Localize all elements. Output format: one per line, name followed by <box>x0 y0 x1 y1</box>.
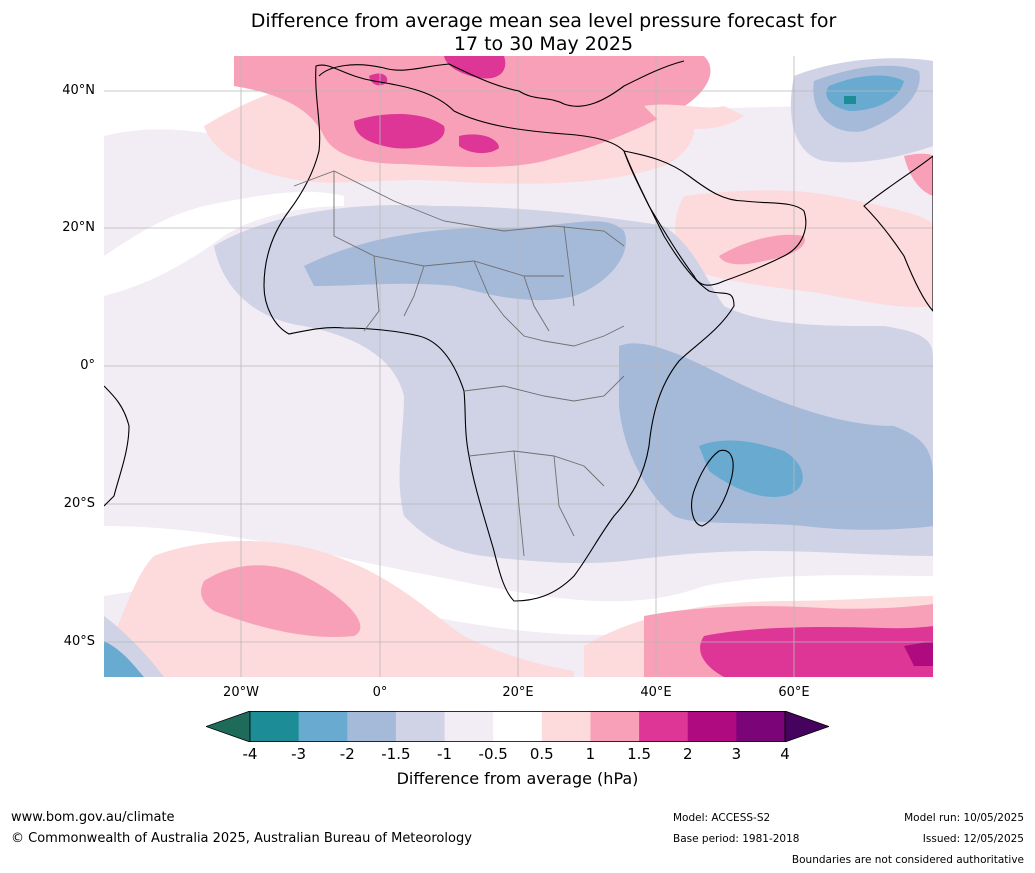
colorbar-segment <box>347 711 397 742</box>
title-line-1: Difference from average mean sea level p… <box>250 10 837 32</box>
chart-title: Difference from average mean sea level p… <box>0 10 1035 56</box>
footer-issued: Issued: 12/05/2025 <box>922 833 1024 845</box>
colorbar-segment <box>298 711 348 742</box>
footer-copyright: © Commonwealth of Australia 2025, Austra… <box>11 831 472 846</box>
colorbar-tick-label: 0.5 <box>529 745 554 763</box>
colorbar-tick-label: -1.5 <box>381 745 411 763</box>
lon-label-0: 0° <box>372 685 388 700</box>
africa-coastline <box>263 64 735 602</box>
colorbar-segment <box>250 711 300 742</box>
title-line-2: 17 to 30 May 2025 <box>453 33 634 55</box>
footer-base-period: Base period: 1981-2018 <box>673 833 800 845</box>
footer-model: Model: ACCESS-S2 <box>673 812 771 824</box>
footer-disclaimer: Boundaries are not considered authoritat… <box>791 854 1024 866</box>
colorbar-tick-label: -1 <box>437 745 453 763</box>
footer-model-run: Model run: 10/05/2025 <box>904 812 1024 824</box>
colorbar-segment <box>493 711 543 742</box>
india-coastline <box>863 155 933 312</box>
colorbar-extend-low <box>206 711 251 742</box>
lat-label-40n: 40°N <box>62 83 95 98</box>
lat-label-40s: 40°S <box>63 634 95 649</box>
lat-label-20n: 20°N <box>62 220 95 235</box>
colorbar-segment <box>395 711 446 742</box>
colorbar-extend-high <box>784 711 829 742</box>
colorbar-tick-label: 2 <box>682 745 693 763</box>
coastlines <box>104 60 933 602</box>
footer-url: www.bom.gov.au/climate <box>11 810 175 825</box>
colorbar-frame <box>249 711 786 742</box>
graticule <box>104 56 933 677</box>
colorbar-tick-label: -0.5 <box>478 745 508 763</box>
lon-label-20e: 20°E <box>502 685 534 700</box>
europe-coastline <box>318 60 685 107</box>
lon-label-40e: 40°E <box>640 685 672 700</box>
colorbar-segment <box>687 711 737 742</box>
country-borders <box>293 170 625 557</box>
colorbar-tick-label: -3 <box>291 745 307 763</box>
south-america-coastline <box>104 385 130 507</box>
colorbar-tick-label: 1.5 <box>627 745 651 763</box>
colorbar-tick-label: 4 <box>780 745 790 763</box>
lat-label-0: 0° <box>80 358 95 373</box>
pressure-anomaly-map <box>104 56 933 677</box>
colorbar-segment <box>736 711 786 742</box>
colorbar-tick-label: 3 <box>731 745 742 763</box>
positive-anomaly-arabia <box>675 190 933 308</box>
lon-label-20w: 20°W <box>223 685 259 700</box>
arabia-coastline <box>623 150 807 286</box>
colorbar-tick-label: 1 <box>585 745 596 763</box>
colorbar-segment <box>590 711 640 742</box>
lat-label-20s: 20°S <box>63 496 95 511</box>
colorbar-tick-label: -4 <box>242 745 258 763</box>
colorbar <box>206 711 829 742</box>
madagascar-coastline <box>691 449 734 527</box>
colorbar-segment <box>639 711 689 742</box>
colorbar-segment <box>541 711 591 742</box>
colorbar-label: Difference from average (hPa) <box>396 769 639 788</box>
lon-label-60e: 60°E <box>778 685 810 700</box>
colorbar-tick-label: -2 <box>339 745 355 763</box>
neutral-area-west <box>104 191 344 296</box>
colorbar-segment <box>444 711 494 742</box>
